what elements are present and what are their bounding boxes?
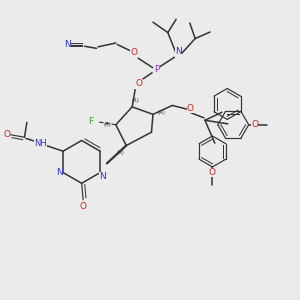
Text: N: N bbox=[56, 168, 63, 177]
Text: (R): (R) bbox=[103, 122, 111, 127]
Text: F: F bbox=[88, 117, 93, 126]
Text: O: O bbox=[209, 168, 216, 177]
Text: O: O bbox=[130, 48, 137, 57]
Text: O: O bbox=[187, 104, 194, 113]
Text: NH: NH bbox=[34, 139, 47, 148]
Text: (R): (R) bbox=[158, 110, 165, 115]
Text: O: O bbox=[136, 79, 142, 88]
Text: N: N bbox=[175, 47, 181, 56]
Text: N: N bbox=[99, 172, 106, 181]
Text: (R): (R) bbox=[131, 98, 139, 104]
Text: O: O bbox=[3, 130, 10, 139]
Text: P: P bbox=[154, 65, 160, 74]
Text: O: O bbox=[80, 202, 87, 211]
Text: N: N bbox=[64, 40, 71, 49]
Text: O: O bbox=[251, 120, 258, 129]
Text: (R): (R) bbox=[117, 150, 125, 154]
